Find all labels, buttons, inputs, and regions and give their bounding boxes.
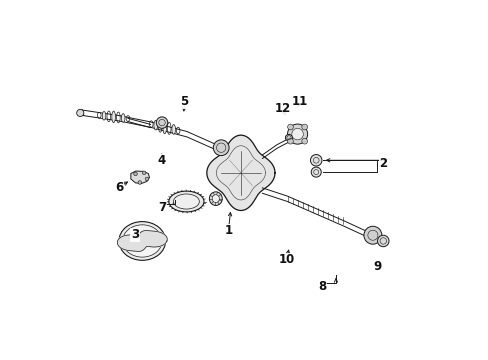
Text: 9: 9 [373, 260, 381, 273]
Ellipse shape [102, 112, 105, 120]
Ellipse shape [173, 194, 199, 209]
Ellipse shape [121, 114, 125, 122]
Circle shape [133, 172, 137, 176]
Ellipse shape [171, 125, 175, 134]
Circle shape [287, 124, 307, 144]
Text: 4: 4 [157, 154, 165, 167]
Text: 6: 6 [115, 181, 123, 194]
Circle shape [142, 171, 145, 175]
Ellipse shape [168, 191, 203, 212]
Circle shape [301, 124, 307, 130]
Ellipse shape [285, 134, 292, 141]
Ellipse shape [154, 120, 157, 130]
Circle shape [287, 124, 293, 130]
Polygon shape [131, 171, 149, 184]
Text: 10: 10 [278, 253, 294, 266]
Circle shape [156, 117, 167, 129]
Text: 5: 5 [180, 95, 188, 108]
Polygon shape [117, 230, 167, 251]
Circle shape [291, 129, 303, 140]
Ellipse shape [122, 225, 162, 257]
Ellipse shape [163, 121, 166, 134]
Text: 1: 1 [224, 224, 232, 238]
Circle shape [377, 235, 388, 247]
Text: 8: 8 [318, 280, 326, 293]
Polygon shape [206, 135, 274, 211]
Ellipse shape [119, 222, 165, 260]
Circle shape [77, 109, 83, 117]
Circle shape [363, 226, 381, 244]
Circle shape [310, 154, 321, 166]
Circle shape [138, 181, 142, 184]
Text: 7: 7 [158, 201, 166, 214]
Circle shape [213, 140, 228, 156]
Text: 2: 2 [379, 157, 387, 170]
Circle shape [310, 167, 321, 177]
Circle shape [145, 177, 148, 181]
Ellipse shape [112, 111, 115, 123]
Text: 12: 12 [274, 103, 290, 116]
Circle shape [301, 138, 307, 144]
Text: 3: 3 [131, 228, 139, 241]
Ellipse shape [209, 192, 222, 206]
Text: 11: 11 [291, 95, 307, 108]
Ellipse shape [212, 195, 219, 203]
Circle shape [287, 138, 293, 144]
